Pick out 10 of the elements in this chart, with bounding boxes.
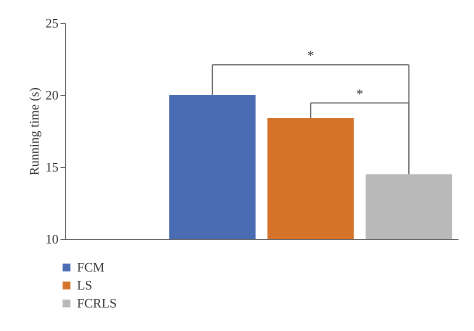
y-tick-label: 20 <box>46 88 58 102</box>
y-tick-label: 25 <box>46 16 58 30</box>
legend-label: FCM <box>77 260 105 274</box>
annotation: * <box>356 87 364 102</box>
legend-label: LS <box>77 278 92 292</box>
legend-label: FCRLS <box>77 296 117 310</box>
y-axis-title: Running time (s) <box>26 87 42 176</box>
y-tick-label: 15 <box>46 160 58 174</box>
annotation: * <box>307 49 314 64</box>
y-tick-label: 10 <box>46 232 58 246</box>
